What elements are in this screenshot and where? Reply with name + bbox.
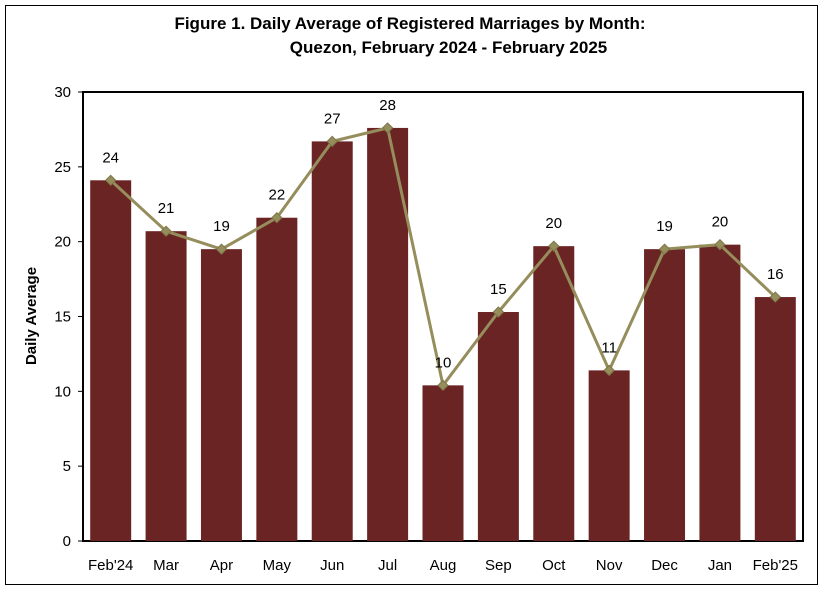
chart-title: Figure 1. Daily Average of Registered Ma…	[0, 12, 825, 60]
data-label: 19	[656, 218, 673, 235]
x-tick-label: Jul	[378, 557, 397, 574]
data-labels: 24 21 19 22 27 28 10 15 20 11 19 20 16	[102, 97, 783, 371]
data-label: 11	[601, 339, 617, 356]
bar	[145, 231, 187, 541]
bar	[644, 249, 686, 541]
line-marker	[658, 243, 671, 255]
chart-title-line-2: Quezon, February 2024 - February 2025	[289, 38, 608, 57]
line-marker	[215, 243, 228, 255]
y-tick-label: 10	[54, 383, 71, 400]
line-marker	[769, 291, 782, 303]
line-marker	[271, 212, 283, 224]
y-axis-label: Daily Average	[23, 267, 40, 365]
data-label: 10	[435, 354, 452, 371]
data-label: 22	[269, 187, 286, 204]
data-label: 27	[324, 110, 341, 127]
data-label: 15	[490, 281, 507, 298]
bar	[477, 312, 519, 541]
chart-title-line-1: Figure 1. Daily Average of Registered Ma…	[174, 14, 646, 33]
data-label: 28	[379, 97, 396, 114]
bar	[699, 244, 741, 541]
x-tick-label: Nov	[596, 557, 623, 574]
line-marker	[160, 225, 172, 237]
data-label: 21	[158, 200, 175, 217]
line-marker	[326, 135, 338, 148]
y-tick-label: 25	[54, 159, 71, 176]
x-tick-label: Feb'24	[88, 557, 133, 574]
line-marker	[492, 306, 505, 318]
line-marker	[104, 174, 117, 187]
bar	[422, 385, 464, 541]
x-tick-label: Mar	[153, 557, 179, 574]
bar	[311, 141, 353, 541]
x-tick-label: Jun	[320, 557, 344, 574]
y-tick-label: 5	[63, 458, 71, 475]
y-tick-label: 0	[63, 533, 71, 550]
y-axis-ticks: 0 5 10 15 20 25 30	[54, 84, 83, 550]
data-label: 20	[712, 214, 729, 231]
y-tick-label: 15	[54, 309, 71, 326]
y-tick-label: 20	[54, 234, 71, 251]
line-marker	[548, 240, 560, 252]
data-label: 20	[545, 215, 562, 232]
line-marker	[603, 364, 615, 377]
line-marker	[437, 379, 449, 392]
line-marker	[381, 122, 394, 134]
x-tick-label: Jan	[708, 557, 732, 574]
bar	[588, 370, 630, 541]
y-tick-label: 30	[54, 84, 71, 101]
x-tick-label: Feb'25	[753, 557, 798, 574]
bar	[90, 180, 132, 541]
x-axis-ticks: Feb'24 Mar Apr May Jun Jul Aug Sep Oct Nov Dec Jan F…	[88, 557, 798, 574]
data-label: 16	[767, 266, 784, 283]
x-tick-label: Apr	[210, 557, 233, 574]
bar	[256, 217, 298, 541]
data-label: 24	[102, 149, 119, 166]
chart-frame	[5, 5, 818, 585]
x-tick-label: Sep	[485, 557, 512, 574]
x-tick-label: Aug	[430, 557, 457, 574]
bar	[754, 297, 796, 541]
x-tick-label: Dec	[651, 557, 678, 574]
bar	[533, 246, 575, 541]
x-tick-label: Oct	[542, 557, 566, 574]
line-markers	[104, 122, 782, 392]
data-label: 19	[213, 218, 230, 235]
bar	[200, 249, 242, 541]
x-tick-label: May	[263, 557, 292, 574]
line-marker	[714, 238, 726, 251]
bars	[90, 127, 796, 542]
